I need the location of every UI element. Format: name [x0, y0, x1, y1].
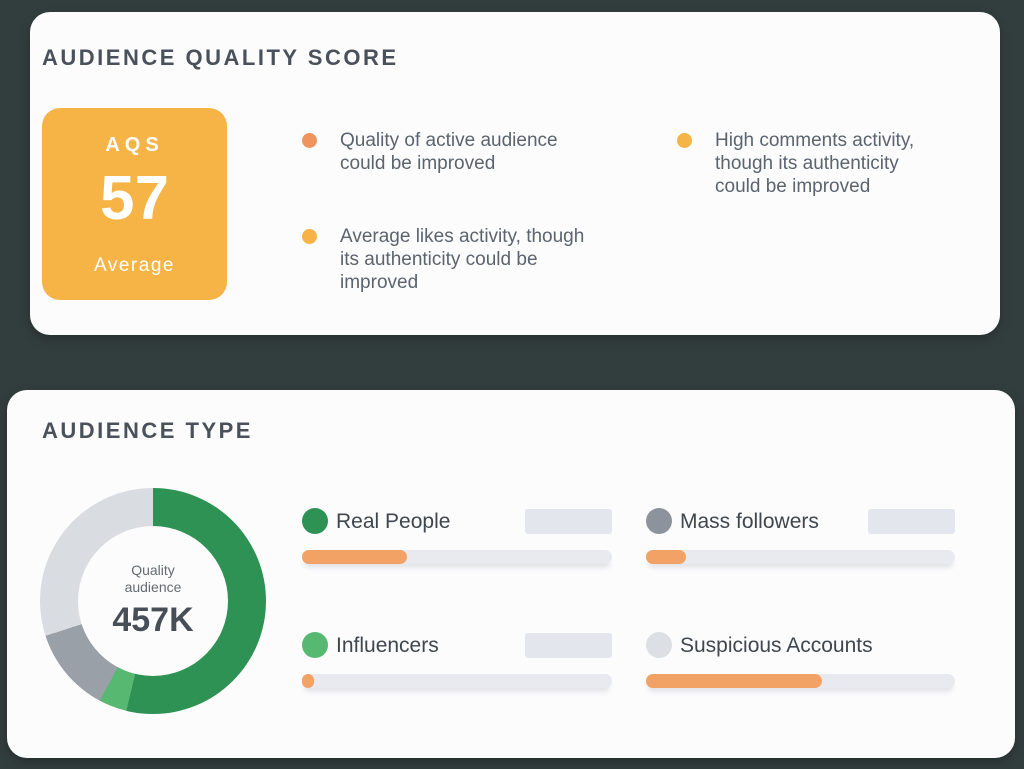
aqs-panel-title: AUDIENCE QUALITY SCORE [42, 45, 399, 70]
hidden-value-placeholder [525, 633, 612, 658]
finding-item-likes-activity: Average likes activity, though its authe… [302, 225, 642, 294]
legend-score-bar-fill [302, 674, 315, 688]
hidden-value-placeholder [868, 509, 955, 534]
legend-dot-suspicious-accounts [646, 632, 672, 658]
finding-text: Quality of active audience could be impr… [340, 130, 558, 174]
donut-center-value: 457K [112, 601, 194, 639]
audience-quality-score-panel: AUDIENCE QUALITY SCORE AQS 57 Average Qu… [30, 12, 1000, 335]
aqs-rating: Average [94, 255, 175, 276]
legend-item-suspicious-accounts: Suspicious Accounts [646, 632, 955, 692]
legend-dot-real-people [302, 508, 328, 534]
aqs-score-value: 57 [100, 164, 169, 233]
legend-score-bar [646, 674, 955, 688]
legend-dot-influencers [302, 632, 328, 658]
legend-label: Suspicious Accounts [680, 634, 873, 657]
legend-score-bar [302, 550, 612, 564]
aqs-score-card: AQS 57 Average [42, 108, 227, 300]
bullet-dot-icon [302, 229, 317, 244]
legend-score-bar [302, 674, 612, 688]
audience-type-donut-chart: Quality audience 457K [40, 488, 266, 714]
legend-score-bar [646, 550, 955, 564]
finding-item-comments-activity: High comments activity, though its authe… [677, 129, 1007, 198]
finding-item-active-audience: Quality of active audience could be impr… [302, 129, 632, 175]
legend-item-influencers: Influencers [302, 632, 612, 692]
donut-center-caption: Quality audience [124, 562, 182, 595]
legend-dot-mass-followers [646, 508, 672, 534]
legend-label: Mass followers [680, 510, 819, 533]
finding-text: High comments activity, though its authe… [715, 130, 915, 197]
hidden-value-placeholder [525, 509, 612, 534]
legend-item-real-people: Real People [302, 508, 612, 568]
legend-item-mass-followers: Mass followers [646, 508, 955, 568]
bullet-dot-icon [677, 133, 692, 148]
donut-center: Quality audience 457K [78, 526, 228, 676]
audience-type-panel: AUDIENCE TYPE Quality audience 457K Real… [7, 390, 1015, 758]
bullet-dot-icon [302, 133, 317, 148]
aqs-label: AQS [105, 134, 164, 156]
legend-label: Real People [336, 510, 451, 533]
legend-score-bar-fill [646, 550, 687, 564]
audience-type-panel-title: AUDIENCE TYPE [42, 418, 253, 443]
legend-label: Influencers [336, 634, 439, 657]
legend-score-bar-fill [646, 674, 823, 688]
legend-score-bar-fill [302, 550, 408, 564]
finding-text: Average likes activity, though its authe… [340, 226, 585, 293]
